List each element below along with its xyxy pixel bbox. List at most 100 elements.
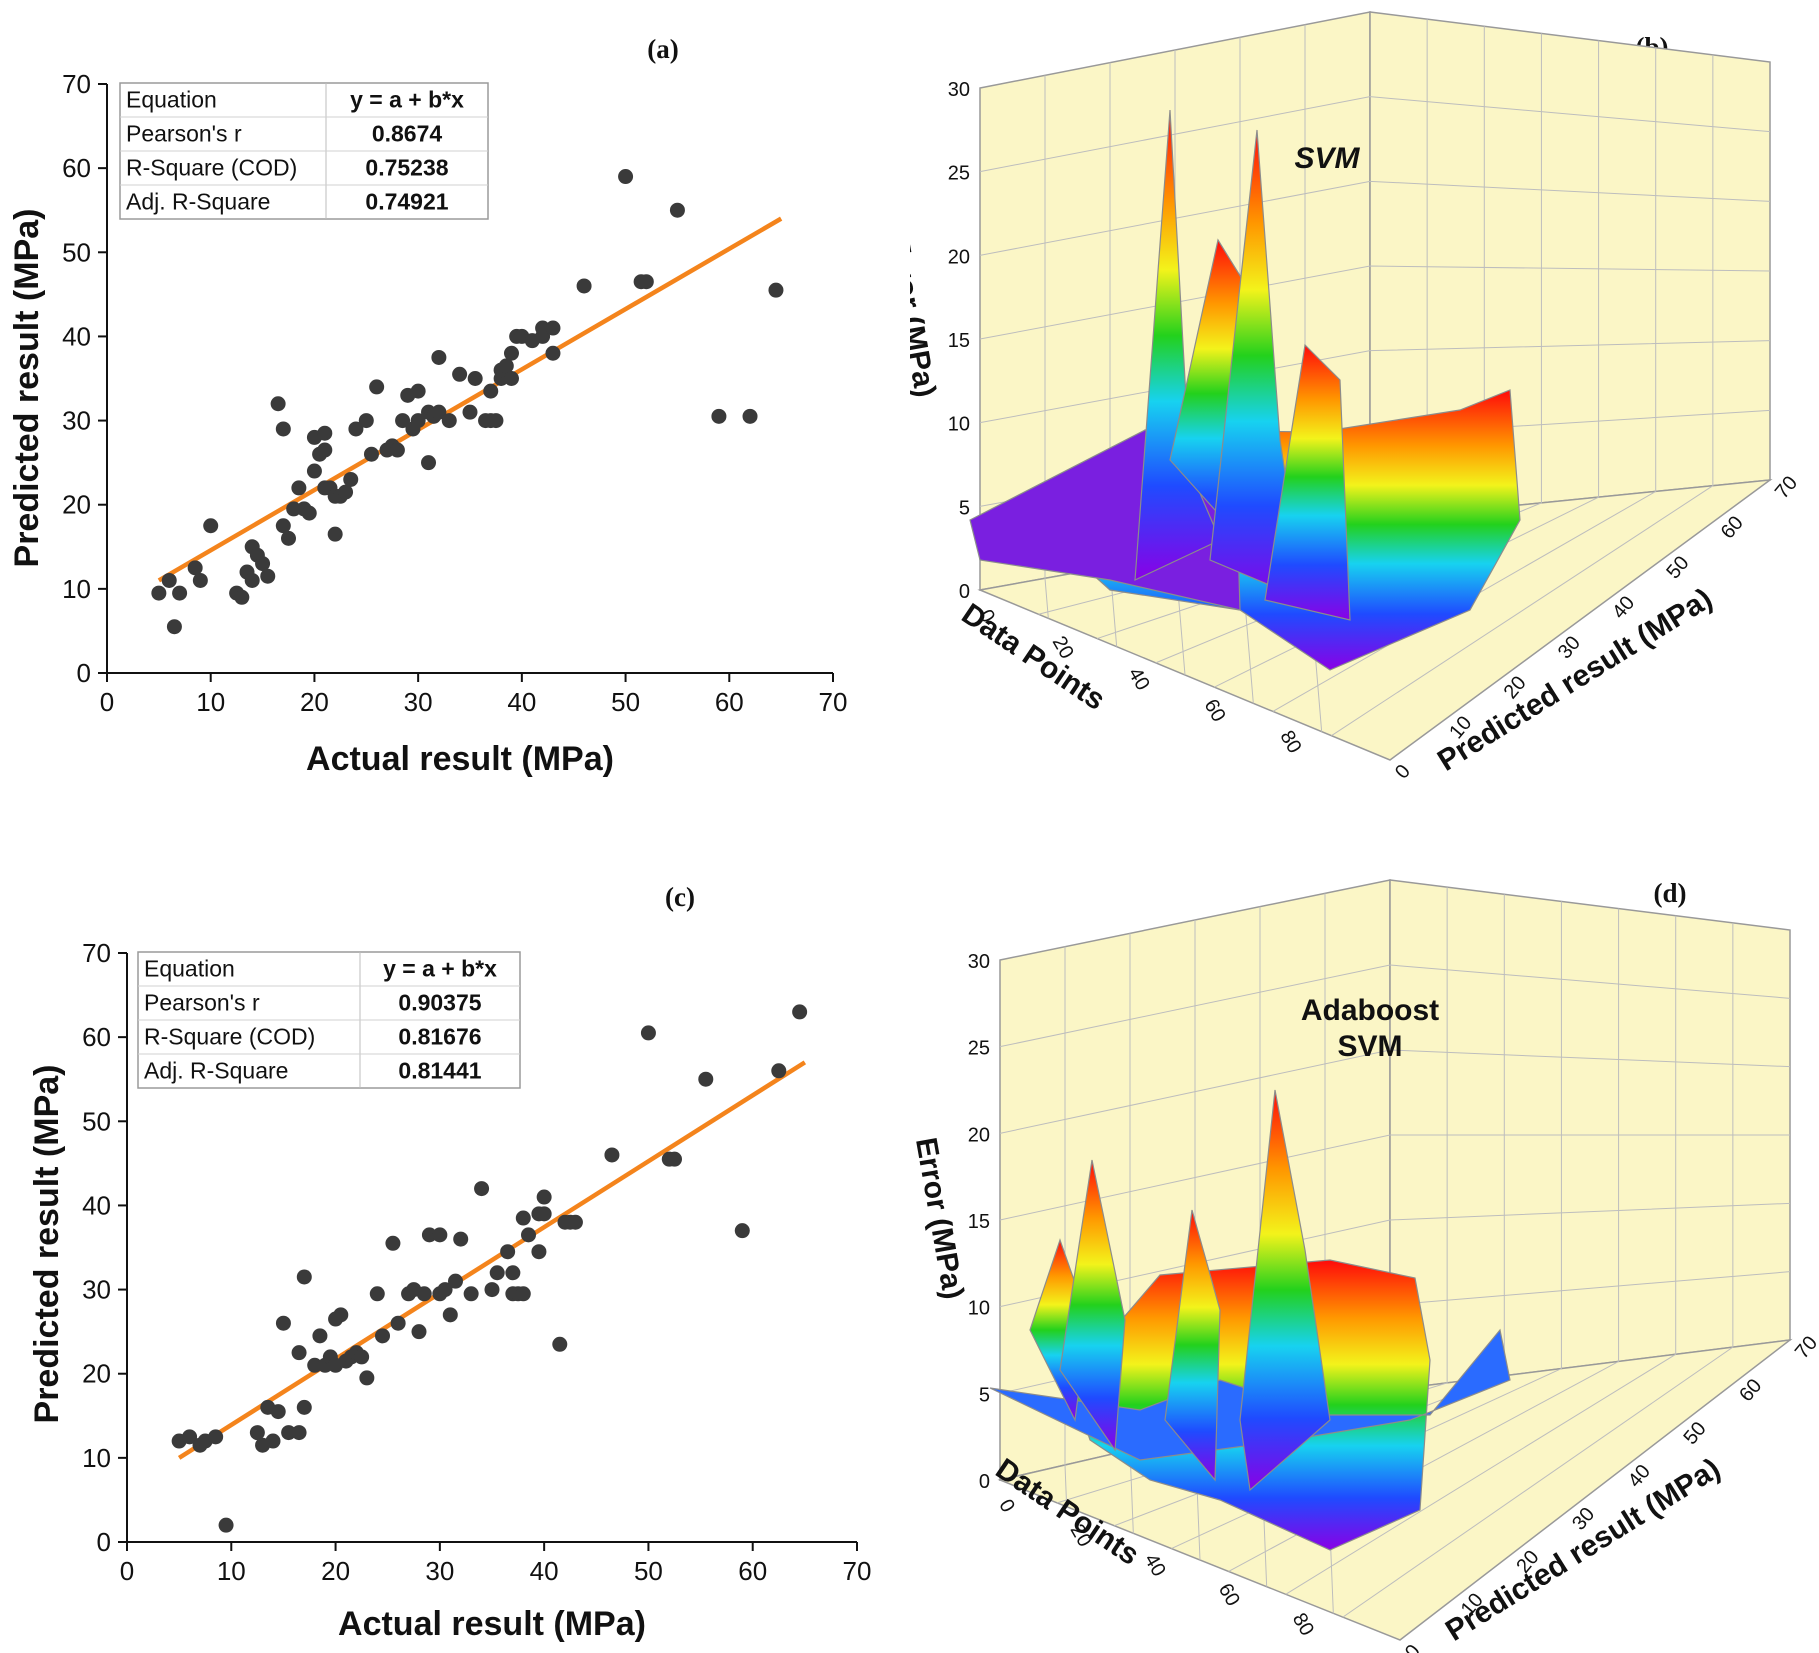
data-point [432,1227,447,1242]
surface-panel-d: (d) Adaboost SVM 051015202530 020406080 … [910,860,1819,1653]
stats-value: 0.8674 [372,120,443,146]
stats-label: Adj. R-Square [126,188,270,214]
y-tick-label: 70 [1791,1332,1819,1363]
data-point [151,586,166,601]
data-point [641,1025,656,1040]
z-tick-label: 10 [968,1298,990,1320]
z-tick-label: 5 [979,1384,990,1406]
x-tick-label: 80 [1288,1609,1318,1639]
x-tick-label: 0 [994,1496,1019,1517]
annotation-adaboost-d: Adaboost [1301,994,1439,1027]
x-tick-label: 50 [634,1556,663,1586]
data-point [516,1211,531,1226]
fit-line [179,1062,805,1457]
data-point [292,1345,307,1360]
data-point [369,379,384,394]
data-point [516,1286,531,1301]
z-tick-label: 20 [968,1124,990,1146]
data-point [442,413,457,428]
data-point [485,1282,500,1297]
y-tick-label: 0 [77,658,91,688]
data-point [412,1324,427,1339]
data-point [521,1227,536,1242]
y-tick-label: 40 [1624,1461,1655,1492]
y-tick-label: 30 [82,1275,111,1305]
z-tick-label: 15 [948,330,970,352]
stats-value: 0.81676 [398,1023,481,1049]
data-point [328,527,343,542]
data-point [266,1434,281,1449]
data-point [711,409,726,424]
y-tick-label: 30 [62,406,91,436]
data-point [698,1072,713,1087]
data-point [448,1274,463,1289]
x-tick-label: 0 [100,687,114,717]
x-axis-label-a: Actual result (MPa) [306,740,614,778]
x-tick-label: 10 [196,687,225,717]
data-point [208,1429,223,1444]
x-tick-label: 30 [425,1556,454,1586]
data-point [545,346,560,361]
data-point [203,518,218,533]
scatter-panel-a: (a) 0 10 20 30 40 50 60 70 0 10 20 30 40 50 60 70 Equat… [0,0,910,820]
data-point [245,573,260,588]
stats-label: R-Square (COD) [144,1023,315,1049]
stats-value: 0.90375 [398,989,481,1015]
stats-value: y = a + b*x [383,955,497,981]
data-point [577,278,592,293]
data-point [297,1400,312,1415]
data-point [291,480,306,495]
data-point [219,1518,234,1533]
panel-a-label: (a) [647,34,678,64]
data-point [421,455,436,470]
data-point [464,1286,479,1301]
z-tick-label: 20 [948,246,970,268]
panel-d-label: (d) [1654,878,1687,908]
data-point [307,464,322,479]
x-tick-label: 40 [530,1556,559,1586]
y-tick-label: 70 [1771,472,1802,503]
x-tick-label: 70 [819,687,848,717]
data-point [490,1265,505,1280]
z-tick-label: 30 [968,951,990,973]
data-point [297,1269,312,1284]
data-point [391,1316,406,1331]
x-tick-label: 80 [1275,727,1305,757]
z-ticks-b: 051015202530 [948,79,970,603]
x-tick-label: 30 [404,687,433,717]
data-point [354,1349,369,1364]
y-tick-label: 40 [62,321,91,351]
data-point [359,1370,374,1385]
stats-label: Adj. R-Square [144,1057,288,1083]
data-point [271,1404,286,1419]
data-point [552,1337,567,1352]
data-point [504,346,519,361]
data-point [370,1286,385,1301]
stats-label: Equation [144,955,235,981]
data-point [505,1265,520,1280]
data-point [276,421,291,436]
y-tick-label: 70 [82,938,111,968]
data-point [618,169,633,184]
data-point [483,384,498,399]
data-point [443,1307,458,1322]
data-point [375,1328,390,1343]
z-tick-label: 25 [948,163,970,185]
x-tick-label: 10 [217,1556,246,1586]
data-point [343,472,358,487]
y-tick-label: 50 [62,237,91,267]
data-point [317,426,332,441]
z-axis-label-b: Error (MPa) [910,233,942,400]
data-point [431,350,446,365]
data-point [537,1206,552,1221]
x-tick-label: 50 [611,687,640,717]
y-tick-label: 20 [82,1359,111,1389]
data-point [452,367,467,382]
data-point [531,1244,546,1259]
z-tick-label: 5 [959,497,970,519]
data-point [545,321,560,336]
annotation-svm-d: SVM [1337,1030,1402,1063]
data-point [411,384,426,399]
data-point [162,573,177,588]
data-point [463,405,478,420]
